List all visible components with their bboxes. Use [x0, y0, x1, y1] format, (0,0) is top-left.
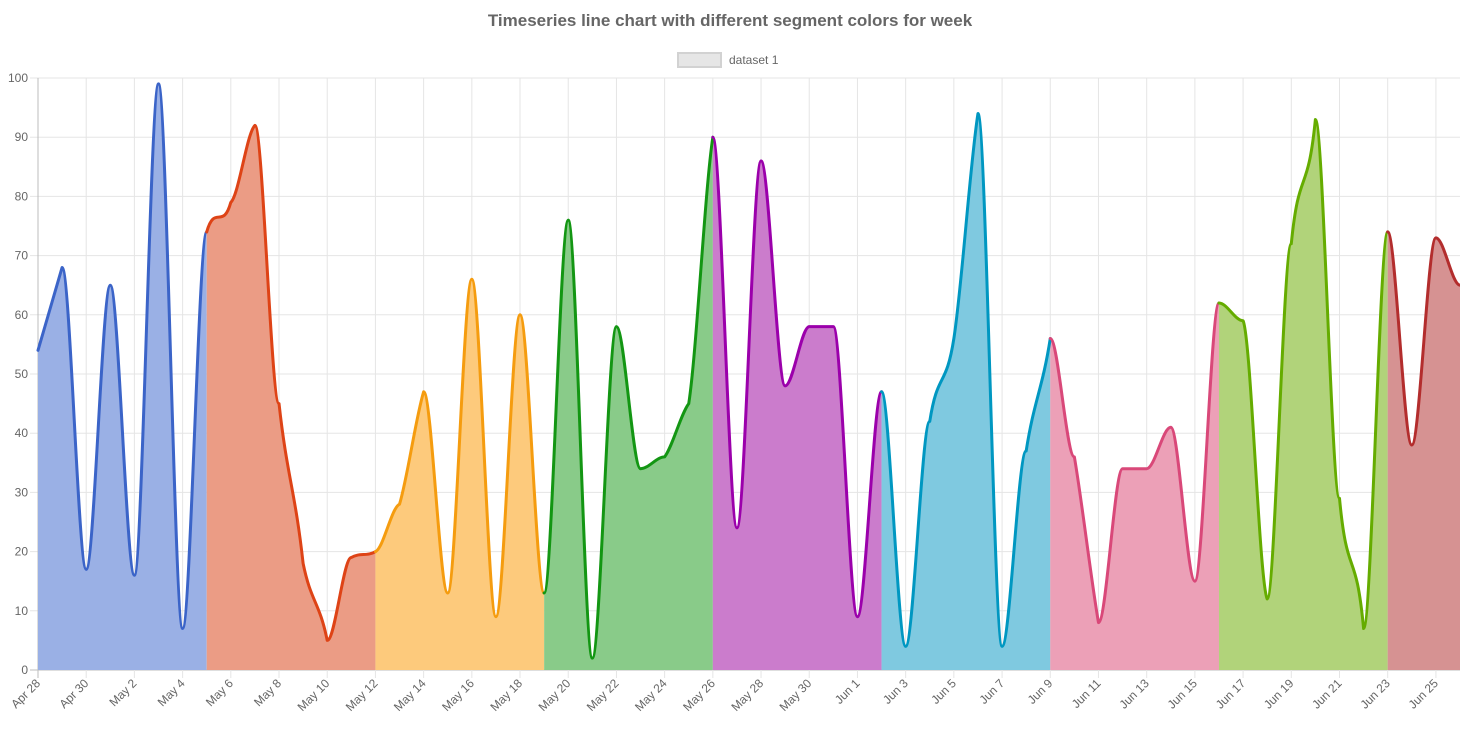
legend-label: dataset 1 — [729, 53, 779, 67]
x-tick-label: Jun 25 — [1406, 676, 1442, 712]
x-tick-label: May 10 — [295, 676, 333, 714]
x-tick-label: Jun 7 — [977, 676, 1008, 707]
chart-title: Timeseries line chart with different seg… — [488, 11, 973, 30]
x-tick-label: May 4 — [155, 676, 188, 709]
x-tick-label: Jun 15 — [1165, 676, 1201, 712]
x-axis-ticks: Apr 28 Apr 30 May 2 May 4 May 6 May 8 May 10 Ma… — [8, 676, 1441, 714]
x-tick-label: Apr 28 — [8, 676, 43, 711]
x-tick-label: Jun 9 — [1025, 676, 1056, 707]
x-tick-label: May 24 — [632, 676, 670, 714]
y-tick-label: 90 — [15, 130, 29, 144]
week-line-7 — [1048, 301, 1221, 625]
y-tick-label: 50 — [15, 367, 29, 381]
y-tick-label: 0 — [21, 663, 28, 677]
week-area-8 — [1218, 119, 1388, 670]
x-tick-label: May 12 — [343, 676, 381, 714]
x-tick-label: May 8 — [251, 676, 284, 709]
x-tick-label: Jun 11 — [1069, 676, 1104, 711]
week-line-6 — [880, 112, 1052, 648]
week-line-4 — [542, 135, 715, 660]
week-line-1 — [36, 82, 209, 631]
y-tick-label: 60 — [15, 308, 29, 322]
week-area-7 — [1050, 302, 1219, 670]
week-area-5 — [712, 137, 882, 670]
x-tick-label: Jun 23 — [1357, 676, 1393, 712]
x-tick-label: May 20 — [536, 676, 574, 714]
legend-swatch — [677, 52, 722, 68]
x-tick-label: Jun 13 — [1116, 676, 1152, 712]
x-tick-label: Jun 17 — [1213, 676, 1249, 712]
x-tick-label: Apr 30 — [56, 676, 91, 711]
y-tick-label: 10 — [15, 604, 29, 618]
x-tick-label: May 26 — [680, 676, 718, 714]
week-area-9 — [1387, 231, 1460, 671]
legend[interactable]: dataset 1 — [677, 52, 779, 68]
x-tick-label: May 14 — [391, 676, 429, 714]
x-tick-label: Jun 21 — [1309, 676, 1345, 712]
week-area-2 — [206, 125, 376, 671]
week-area-1 — [38, 83, 207, 671]
x-tick-label: May 28 — [728, 676, 766, 714]
y-tick-label: 70 — [15, 249, 29, 263]
series-lines — [36, 82, 1460, 660]
y-tick-label: 80 — [15, 189, 29, 203]
area-fills — [38, 83, 1460, 671]
x-tick-label: May 2 — [107, 676, 140, 709]
x-tick-label: Jun 1 — [832, 676, 863, 707]
x-tick-label: May 16 — [439, 676, 477, 714]
week-line-5 — [711, 135, 884, 619]
x-tick-label: Jun 5 — [928, 676, 959, 707]
x-tick-label: May 30 — [777, 676, 815, 714]
y-tick-label: 20 — [15, 545, 29, 559]
y-axis-ticks: 0 10 20 30 40 50 60 70 80 90 100 — [8, 71, 28, 677]
week-line-3 — [373, 277, 546, 619]
y-tick-label: 30 — [15, 485, 29, 499]
x-tick-label: May 6 — [203, 676, 236, 709]
x-tick-label: Jun 3 — [880, 676, 911, 707]
week-line-9 — [1386, 230, 1460, 447]
week-area-6 — [881, 113, 1051, 670]
y-tick-label: 100 — [8, 71, 28, 85]
week-line-8 — [1217, 117, 1390, 631]
x-tick-label: May 18 — [487, 676, 525, 714]
x-tick-label: Jun 19 — [1261, 676, 1297, 712]
week-line-2 — [205, 123, 377, 642]
x-tick-label: May 22 — [584, 676, 622, 714]
y-tick-label: 40 — [15, 426, 29, 440]
week-area-3 — [375, 279, 545, 670]
